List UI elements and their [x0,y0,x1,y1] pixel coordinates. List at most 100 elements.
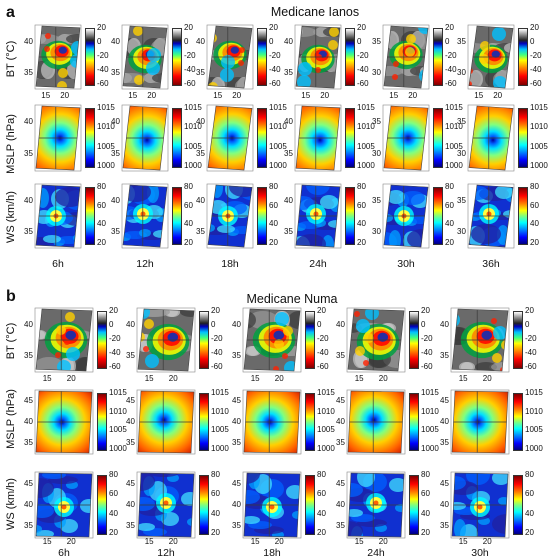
ws-colorbar-tick: 80 [97,182,106,191]
mslp-colorbar-tick: 1005 [184,141,202,151]
ws-map-panel [34,183,82,249]
y-tick-label: 40 [24,36,33,46]
ws-colorbar-tick: 60 [184,200,193,210]
ws-colorbar-tick: 20 [211,528,220,537]
mslp-colorbar [409,393,419,451]
mslp-colorbar-tick: 1005 [317,425,335,435]
y-tick-label: 40 [111,117,120,126]
mslp-colorbar [518,108,528,168]
x-tick-label: 20 [147,91,157,100]
x-tick-label: 20 [493,91,503,100]
mslp-colorbar-tick: 1000 [525,444,543,453]
column-label: 24h [309,258,327,270]
x-tick-label: 20 [60,91,70,100]
bt-colorbar-tick: -40 [317,348,329,357]
bt-map-panel [136,307,196,373]
mslp-colorbar [172,108,182,168]
bt-colorbar-tick: -40 [109,348,121,357]
bt-map-panel [34,307,94,373]
y-tick-label: 35 [336,350,345,360]
y-tick-label: 35 [457,36,466,46]
bt-colorbar-tick: -60 [357,79,369,88]
bt-colorbar-tick: 0 [109,320,114,329]
y-tick-label: 40 [336,500,345,509]
y-tick-label: 35 [372,195,381,205]
bt-colorbar-tick: 20 [184,23,193,32]
ws-colorbar-tick: 80 [211,470,220,479]
mslp-map-panel [346,389,406,455]
column-label: 12h [136,258,154,270]
y-tick-label: 40 [111,36,120,46]
x-tick-label: 15 [354,374,364,383]
y-tick-label: 40 [196,36,205,46]
bt-colorbar-tick: 20 [97,23,106,32]
ws-colorbar-tick: 40 [445,219,454,229]
x-tick-label: 20 [378,374,388,383]
bt-colorbar-tick: -20 [269,51,281,60]
mslp-colorbar-tick: 1000 [269,161,287,170]
x-tick-label: 15 [389,91,399,100]
ws-colorbar-tick: 80 [530,182,539,191]
ws-colorbar [97,475,107,535]
ws-colorbar-tick: 40 [317,508,326,518]
ws-colorbar-tick: 20 [445,238,454,247]
mslp-colorbar-tick: 1005 [97,141,115,151]
mslp-map-panel [136,389,196,455]
mslp-map-panel [382,104,430,172]
ws-colorbar [409,475,419,535]
ws-colorbar [518,187,528,245]
ws-colorbar-tick: 60 [525,489,534,499]
mslp-colorbar-tick: 1010 [97,122,115,132]
bt-colorbar [257,28,267,86]
bt-colorbar-tick: 20 [211,306,220,315]
y-tick-label: 35 [111,226,120,236]
bt-colorbar-tick: -60 [421,362,433,371]
bt-colorbar-tick: -60 [269,79,281,88]
ws-colorbar [345,187,355,245]
bt-colorbar-tick: -20 [530,51,542,60]
column-label: 18h [263,547,281,559]
y-tick-label: 30 [372,149,381,158]
mslp-map-panel [467,104,515,172]
bt-colorbar-tick: 20 [530,23,539,32]
bt-map-panel [294,24,342,90]
mslp-colorbar [97,393,107,451]
mslp-colorbar-tick: 1015 [421,388,439,397]
ws-colorbar-tick: 40 [421,508,430,518]
x-tick-label: 20 [168,537,178,546]
figure-label: b [6,288,16,305]
row-label: MSLP (hPa) [5,114,17,174]
y-tick-label: 40 [440,319,449,329]
y-tick-label: 35 [111,67,120,77]
bt-colorbar-tick: 20 [445,23,454,32]
ws-map-panel [34,471,94,539]
y-tick-label: 45 [336,478,345,488]
x-tick-label: 15 [144,374,154,383]
ws-colorbar [172,187,182,245]
mslp-map-panel [450,389,510,455]
mslp-colorbar-tick: 1010 [317,406,335,416]
bt-colorbar-tick: -40 [184,65,196,74]
mslp-colorbar-tick: 1015 [445,103,463,112]
y-tick-label: 35 [232,521,241,531]
y-tick-label: 45 [24,478,33,488]
bt-map-panel [121,24,169,90]
row-label: BT (°C) [5,322,17,360]
bt-colorbar-tick: -40 [357,65,369,74]
row-label: WS (km/h) [5,478,17,530]
mslp-colorbar-tick: 1015 [525,388,543,397]
mslp-colorbar-tick: 1000 [109,444,127,453]
y-tick-label: 45 [440,396,449,406]
x-tick-label: 15 [474,91,484,100]
y-tick-label: 30 [457,67,466,77]
x-tick-label: 20 [482,374,492,383]
row-label: WS (km/h) [5,191,17,243]
column-label: 6h [52,258,64,270]
mslp-map-panel [34,389,94,455]
ws-colorbar-tick: 20 [421,528,430,537]
mslp-colorbar [433,108,443,168]
x-tick-label: 15 [458,537,468,546]
x-tick-label: 20 [66,537,76,546]
mslp-colorbar [513,393,523,451]
ws-colorbar-tick: 40 [530,219,539,229]
